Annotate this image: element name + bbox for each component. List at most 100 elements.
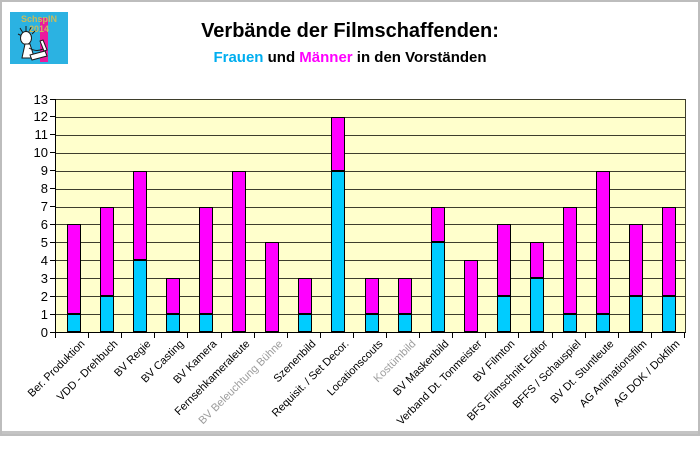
x-axis-tick — [551, 333, 553, 338]
bar-segment-maenner — [132, 170, 147, 261]
y-axis-label-2: 2 — [40, 288, 48, 304]
bar-segment-frauen — [430, 242, 445, 332]
gridline-4 — [56, 260, 685, 262]
gridline-5 — [56, 242, 685, 244]
writer-doodle-icon — [17, 26, 48, 61]
x-axis-tick — [617, 333, 619, 338]
bar-segment-maenner — [232, 170, 247, 332]
x-axis-tick — [584, 333, 586, 338]
bar-10 — [364, 278, 379, 332]
y-axis-label-13: 13 — [33, 91, 48, 107]
bar-8 — [298, 278, 313, 332]
bar-4 — [165, 278, 180, 332]
bar-segment-maenner — [198, 206, 213, 315]
y-axis-tick — [50, 259, 55, 261]
y-axis-tick — [50, 98, 55, 100]
bar-1 — [66, 224, 81, 332]
x-axis-tick — [386, 333, 388, 338]
bar-7 — [265, 242, 280, 332]
bar-segment-maenner — [364, 278, 379, 315]
x-axis-tick — [55, 333, 56, 338]
bar-segment-maenner — [397, 278, 412, 315]
gridline-9 — [56, 170, 685, 172]
y-axis-label-1: 1 — [40, 306, 48, 322]
y-axis-label-11: 11 — [34, 127, 49, 143]
y-axis-tick — [50, 277, 55, 279]
y-axis-tick — [50, 331, 55, 333]
x-axis-tick — [253, 333, 255, 338]
bar-segment-frauen — [496, 296, 511, 332]
bar-19 — [662, 206, 677, 332]
subtitle-part: in den Vorständen — [352, 49, 487, 66]
bar-segment-frauen — [298, 314, 313, 332]
bar-segment-frauen — [198, 314, 213, 332]
bar-segment-maenner — [265, 242, 280, 332]
bar-segment-frauen — [596, 314, 611, 332]
y-axis-label-8: 8 — [40, 181, 48, 197]
x-axis-label: BV Dt. Stuntleute — [548, 338, 617, 407]
bar-12 — [430, 206, 445, 332]
x-axis-tick — [419, 333, 421, 338]
y-axis-label-10: 10 — [33, 145, 48, 161]
bar-segment-frauen — [165, 314, 180, 332]
bar-segment-maenner — [165, 278, 180, 315]
y-axis-label-5: 5 — [40, 234, 48, 250]
bar-segment-maenner — [563, 206, 578, 315]
y-axis-tick — [50, 295, 55, 297]
bar-segment-maenner — [66, 224, 81, 315]
bar-13 — [463, 260, 478, 332]
x-axis-tick — [650, 333, 652, 338]
bar-segment-maenner — [662, 206, 677, 297]
bar-17 — [596, 170, 611, 332]
bar-segment-frauen — [530, 278, 545, 332]
y-axis-tick — [50, 134, 55, 136]
subtitle-part: und — [263, 49, 300, 66]
chart-subtitle: Frauen und Männer in den Vorständen — [0, 49, 700, 66]
y-axis-label-0: 0 — [40, 324, 48, 340]
bar-segment-frauen — [629, 296, 644, 332]
bar-segment-frauen — [364, 314, 379, 332]
bar-segment-maenner — [496, 224, 511, 297]
y-axis-tick — [50, 152, 55, 154]
x-axis-label: AG DOK / Dokfilm — [611, 338, 683, 410]
y-axis-label-7: 7 — [40, 199, 48, 215]
bar-11 — [397, 278, 412, 332]
y-axis-tick — [50, 313, 55, 315]
bar-segment-maenner — [596, 170, 611, 315]
x-axis-tick — [452, 333, 454, 338]
gridline-11 — [56, 134, 685, 136]
bar-16 — [563, 206, 578, 332]
gridline-8 — [56, 188, 685, 190]
x-axis-tick — [518, 333, 520, 338]
gridline-10 — [56, 152, 685, 154]
y-axis-label-12: 12 — [33, 109, 48, 125]
y-axis-label-4: 4 — [40, 252, 48, 268]
x-axis-label: AG Animationsfilm — [577, 338, 650, 411]
x-axis-tick — [286, 333, 288, 338]
x-axis-tick — [319, 333, 321, 338]
bar-15 — [530, 242, 545, 332]
subtitle-part: Frauen — [213, 49, 264, 66]
bar-18 — [629, 224, 644, 332]
y-axis-label-9: 9 — [40, 163, 48, 179]
plot-area — [55, 99, 686, 333]
logo-stripe — [40, 18, 48, 62]
x-axis-tick — [121, 333, 123, 338]
schspin-logo: SchspIN 2014 — [10, 12, 68, 64]
bar-segment-maenner — [430, 206, 445, 243]
y-axis-tick — [50, 241, 55, 243]
gridline-6 — [56, 224, 685, 226]
bar-segment-maenner — [530, 242, 545, 279]
bar-segment-frauen — [397, 314, 412, 332]
bar-segment-maenner — [99, 206, 114, 297]
bar-chart: 0 1 2 3 4 5 6 7 8 9 10 11 12 13 Ber. Produktion VDD - D… — [25, 91, 686, 428]
subtitle-part: Männer — [299, 49, 353, 66]
chart-title: Verbände der Filmschaffenden: — [201, 20, 499, 42]
bar-3 — [132, 170, 147, 332]
bar-segment-frauen — [132, 260, 147, 332]
bar-segment-frauen — [563, 314, 578, 332]
bar-segment-maenner — [629, 224, 644, 297]
bar-2 — [99, 206, 114, 332]
y-axis-tick — [50, 188, 55, 190]
x-axis-tick — [88, 333, 90, 338]
